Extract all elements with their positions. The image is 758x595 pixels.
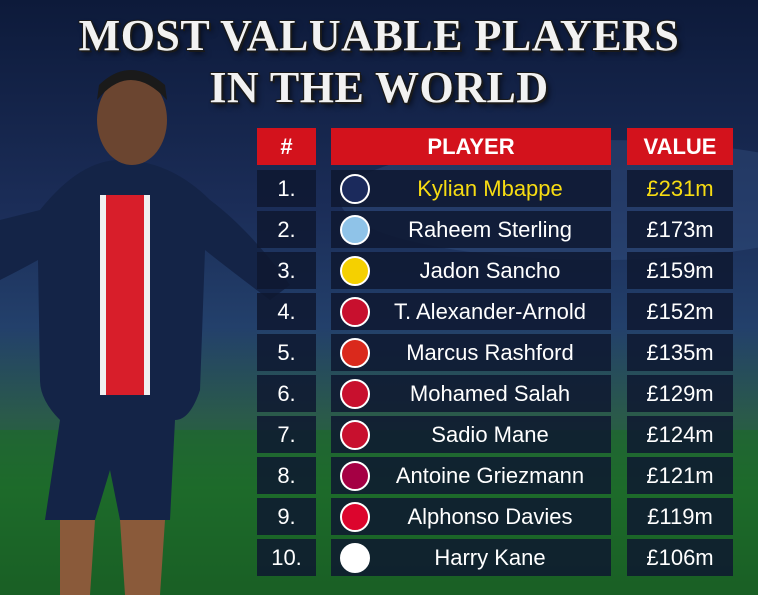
- value-cell: £129m: [627, 375, 733, 412]
- column-header: VALUE: [627, 128, 733, 165]
- player-cell: [331, 375, 611, 412]
- title: MOST VALUABLE PLAYERS: [78, 11, 680, 60]
- title: IN THE WORLD: [209, 63, 549, 112]
- value-cell: £106m: [627, 539, 733, 576]
- value-cell: £152m: [627, 293, 733, 330]
- column-header: #: [257, 128, 316, 165]
- rank-cell: 5.: [257, 334, 316, 371]
- club-badge: [340, 502, 370, 532]
- player-name: Kylian Mbappe: [417, 175, 563, 201]
- player-cell: [331, 170, 611, 207]
- value-cell: £121m: [627, 457, 733, 494]
- club-badge: [340, 420, 370, 450]
- club-badge: [340, 297, 370, 327]
- value-cell: £231m: [627, 170, 733, 207]
- player-name: Marcus Rashford: [406, 339, 574, 365]
- club-badge: [340, 543, 370, 573]
- player-cell: [331, 416, 611, 453]
- player-name: Antoine Griezmann: [395, 462, 585, 488]
- club-badge: [340, 215, 370, 245]
- rank-cell: 4.: [257, 293, 316, 330]
- player-name: Harry Kane: [434, 544, 546, 570]
- rank-cell: 6.: [257, 375, 316, 412]
- rank-cell: 9.: [257, 498, 316, 535]
- rank-cell: 10.: [257, 539, 316, 576]
- player-name: Alphonso Davies: [407, 503, 573, 529]
- player-name: Jadon Sancho: [419, 257, 561, 283]
- player-cell: [331, 539, 611, 576]
- club-badge: [340, 379, 370, 409]
- rank-cell: 2.: [257, 211, 316, 248]
- player-name: T. Alexander-Arnold: [394, 298, 586, 324]
- value-cell: £135m: [627, 334, 733, 371]
- player-cell: [331, 252, 611, 289]
- value-cell: £119m: [627, 498, 733, 535]
- player-name: Sadio Mane: [431, 421, 549, 447]
- rank-cell: 1.: [257, 170, 316, 207]
- player-name: Mohamed Salah: [409, 380, 571, 406]
- player-name: Raheem Sterling: [408, 216, 572, 242]
- player-cell: [331, 334, 611, 371]
- player-cell: [331, 211, 611, 248]
- value-cell: £124m: [627, 416, 733, 453]
- club-badge: [340, 174, 370, 204]
- club-badge: [340, 338, 370, 368]
- rank-cell: 8.: [257, 457, 316, 494]
- value-cell: £173m: [627, 211, 733, 248]
- player-cell: [331, 293, 611, 330]
- column-header: PLAYER: [331, 128, 611, 165]
- rank-cell: 3.: [257, 252, 316, 289]
- rank-cell: 7.: [257, 416, 316, 453]
- club-badge: [340, 256, 370, 286]
- player-cell: [331, 457, 611, 494]
- value-cell: £159m: [627, 252, 733, 289]
- club-badge: [340, 461, 370, 491]
- player-cell: [331, 498, 611, 535]
